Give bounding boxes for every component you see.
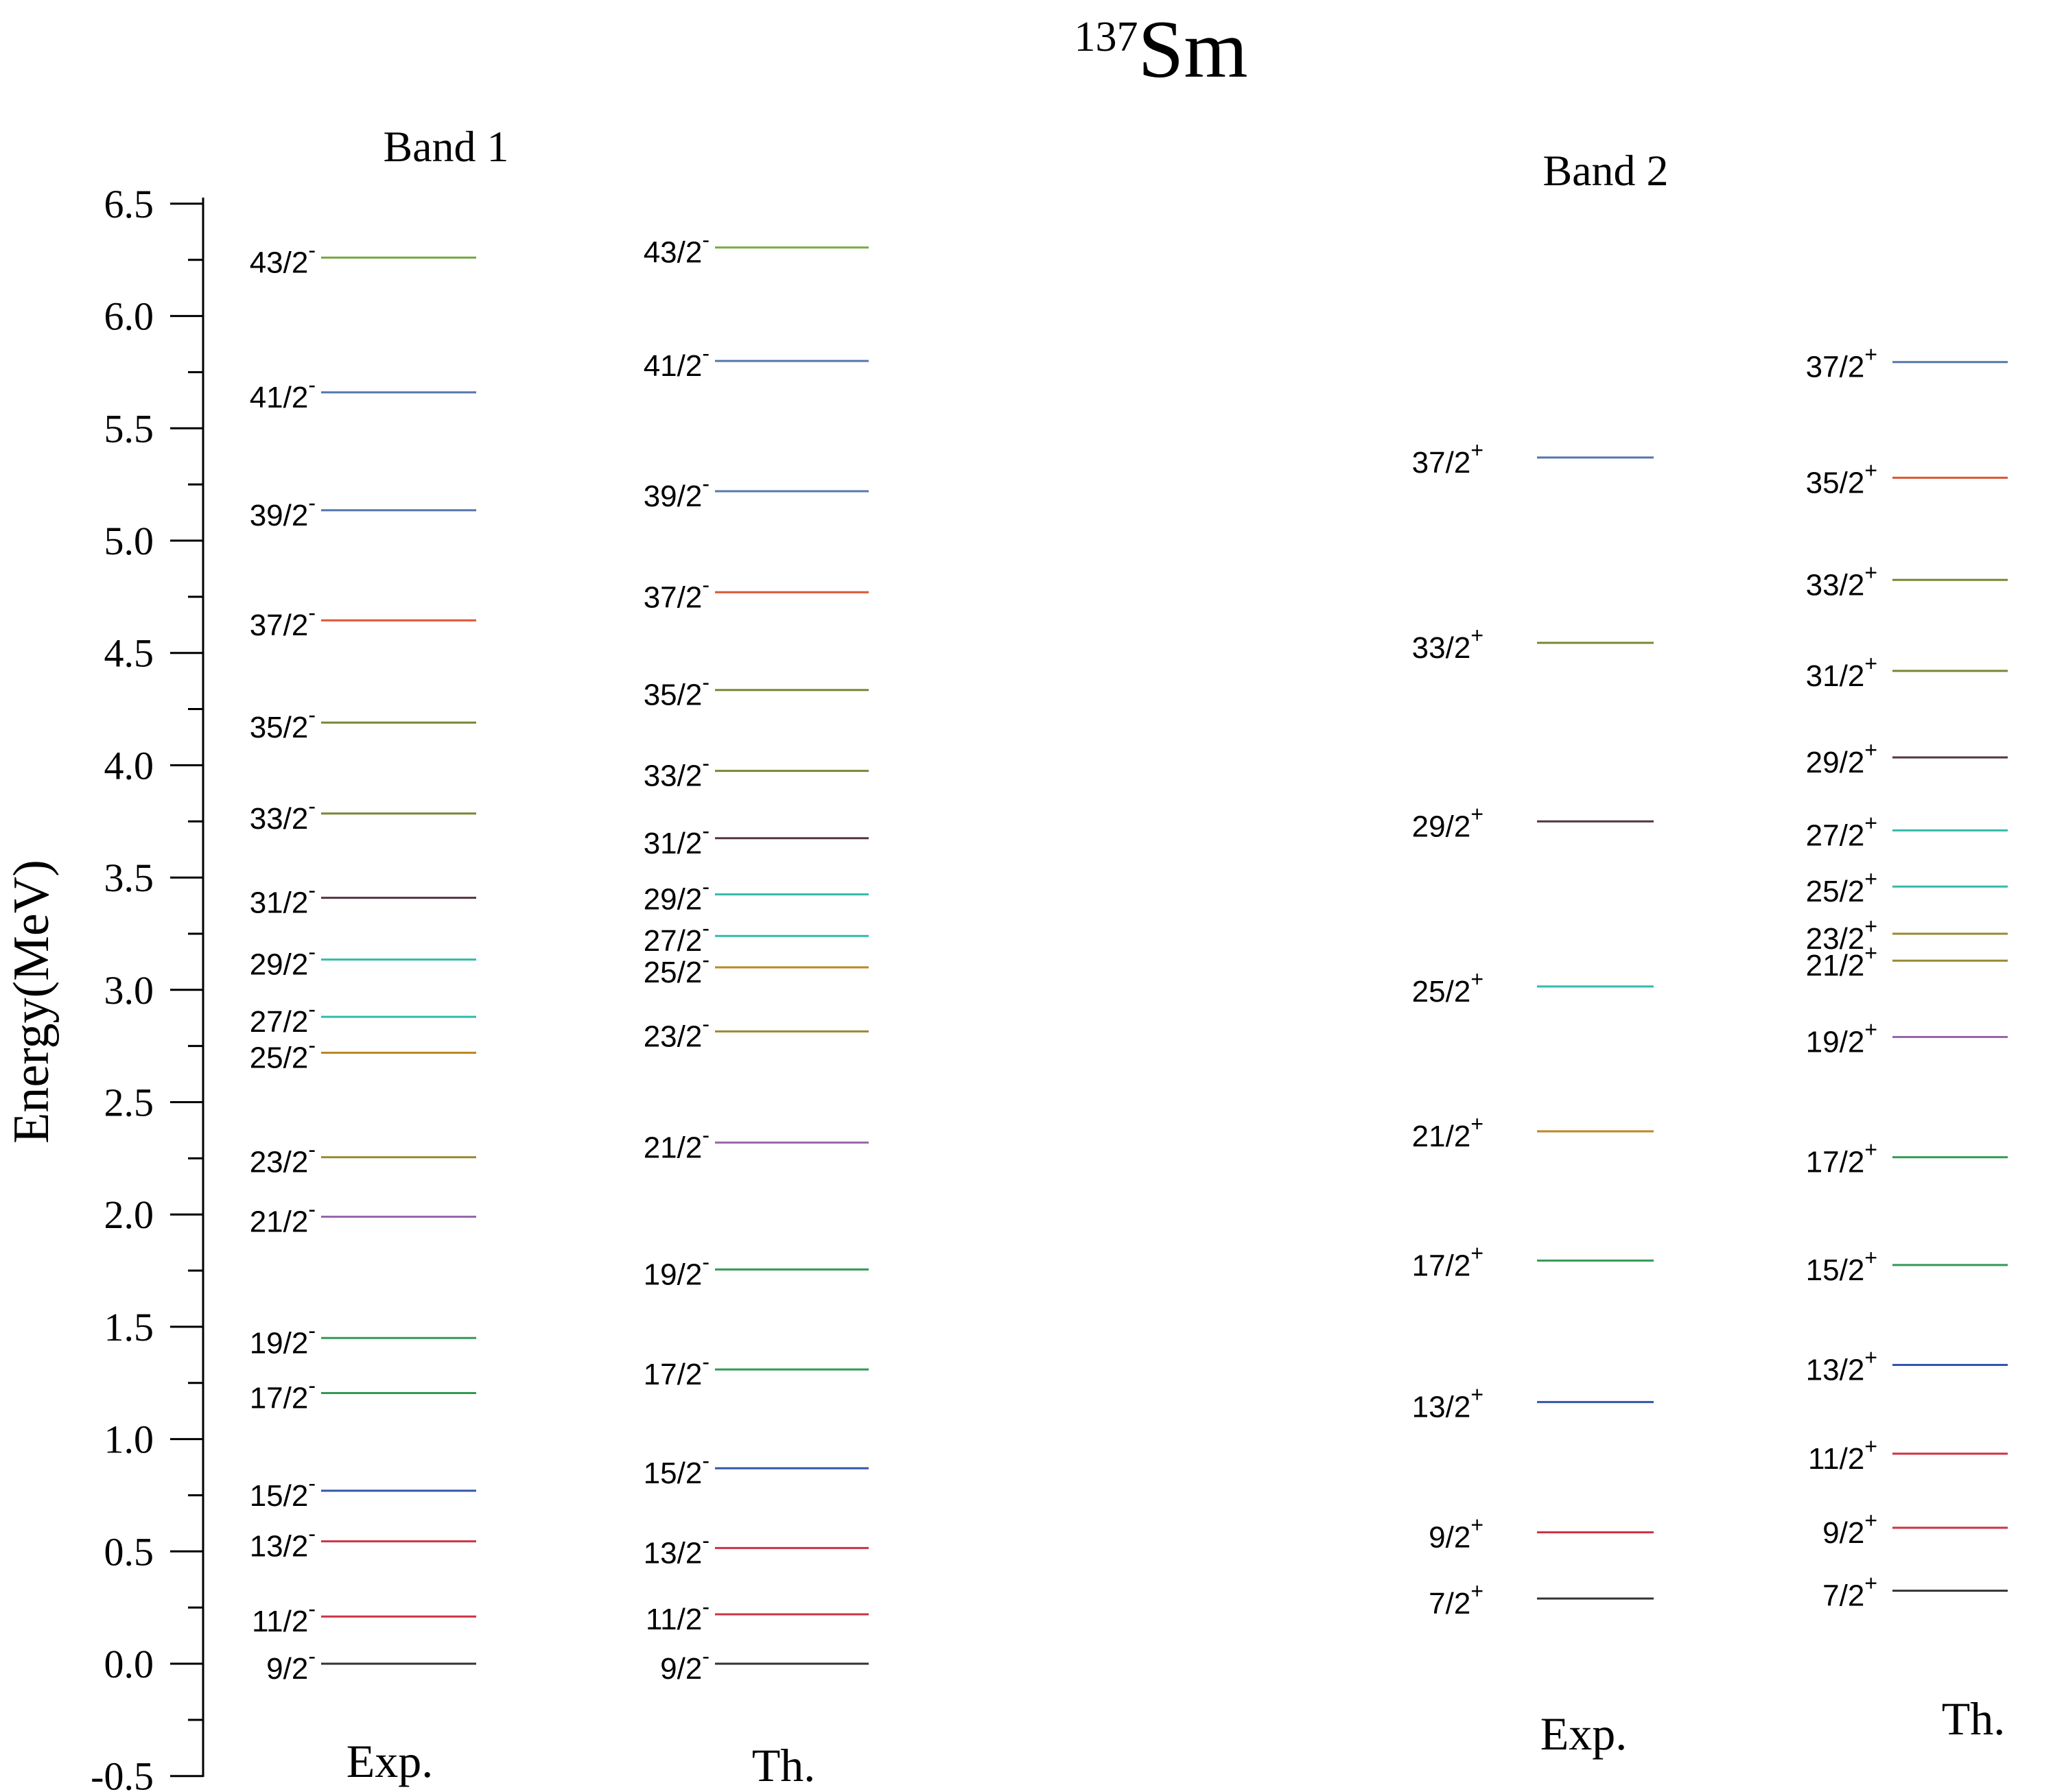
level-spin-label: 29/2+ [1412,801,1483,843]
level-spin-label: 27/2- [644,916,709,958]
level-spin-label: 33/2+ [1806,560,1877,602]
level-spin-label: 29/2- [644,875,709,917]
level-spin-label: 17/2+ [1806,1137,1877,1179]
title-element: Sm [1138,3,1247,95]
level-spin-label: 25/2- [250,1033,316,1074]
level-spin-label: 21/2- [250,1196,316,1238]
level-spin-label: 39/2- [250,491,316,532]
level-spin-label: 35/2- [644,670,709,712]
level-spin-label: 19/2- [644,1249,709,1291]
level-spin-label: 25/2- [644,947,709,989]
y-axis-ticks: -0.5 0.0 0.5 1.0 1.5 2.0 2.5 3.0 3.5 4.0 4.5 5.0 5.5… [91,182,203,1792]
levels-layer: 9/2- 11/2- 13/2- 15/2- 17/2- 19/2- 21/2- 23/2- 2… [250,228,2008,1686]
level-spin-label: 31/2- [250,878,316,920]
level-spin-label: 11/2- [646,1594,709,1636]
y-tick-label: 0.5 [104,1529,154,1574]
level-spin-label: 11/2+ [1808,1434,1877,1476]
level-spin-label: 7/2+ [1429,1579,1483,1620]
y-tick-label: 3.5 [104,856,154,900]
level-spin-label: 13/2+ [1412,1382,1483,1424]
level-spin-label: 23/2+ [1806,914,1877,956]
y-tick-label: 2.5 [104,1081,154,1125]
column-label-band1-exp: Exp. [347,1735,434,1787]
level-spin-label: 37/2+ [1806,342,1877,384]
level-spin-label: 37/2- [250,600,316,642]
level-spin-label: 29/2- [250,940,316,982]
level-spin-label: 13/2- [250,1522,316,1564]
level-spin-label: 43/2- [644,228,709,270]
level-spin-label: 33/2- [250,794,316,836]
level-spin-label: 9/2+ [1429,1512,1483,1554]
level-spin-label: 31/2+ [1806,651,1877,693]
level-spin-label: 15/2- [644,1448,709,1490]
y-tick-label: 6.5 [104,182,154,226]
column-label-band1-th: Th. [752,1739,816,1791]
level-spin-label: 33/2- [644,751,709,793]
level-spin-label: 9/2- [660,1644,709,1686]
y-tick-label: 4.5 [104,631,154,676]
level-spin-label: 13/2- [644,1528,709,1570]
band-2-label: Band 2 [1542,146,1668,195]
chart-title: 137Sm [1074,3,1247,95]
level-spin-label: 27/2- [250,997,316,1039]
level-spin-label: 37/2- [644,572,709,614]
level-spin-label: 39/2- [644,471,709,513]
y-tick-label: 2.0 [104,1192,154,1237]
column-label-band2-exp: Exp. [1540,1708,1628,1760]
level-spin-label: 23/2- [250,1137,316,1179]
level-spin-label: 13/2+ [1806,1345,1877,1387]
level-spin-label: 41/2- [250,373,316,414]
level-spin-label: 17/2+ [1412,1240,1483,1282]
level-spin-label: 15/2- [250,1471,316,1513]
level-spin-label: 23/2- [644,1011,709,1053]
level-spin-label: 7/2+ [1822,1571,1877,1613]
level-spin-label: 11/2- [252,1596,316,1638]
level-spin-label: 29/2+ [1806,738,1877,779]
level-spin-label: 21/2+ [1806,941,1877,982]
level-spin-label: 9/2- [266,1644,316,1686]
level-spin-label: 43/2- [250,237,316,279]
level-spin-label: 19/2+ [1806,1017,1877,1059]
level-spin-label: 27/2+ [1806,810,1877,852]
y-tick-label: 1.5 [104,1305,154,1349]
y-tick-label: 5.5 [104,406,154,451]
y-tick-label: 1.0 [104,1417,154,1462]
y-tick-label: 0.0 [104,1642,154,1686]
column-label-band2-th: Th. [1942,1693,2006,1745]
level-spin-label: 19/2- [250,1318,316,1360]
y-tick-label: 4.0 [104,743,154,788]
y-axis-label: Energy(MeV) [3,860,60,1144]
level-spin-label: 9/2+ [1822,1508,1877,1550]
level-spin-label: 15/2+ [1806,1245,1877,1287]
band-1-label: Band 1 [383,122,508,171]
level-spin-label: 21/2- [644,1122,709,1164]
level-spin-label: 25/2+ [1412,967,1483,1009]
level-spin-label: 35/2+ [1806,458,1877,499]
level-spin-label: 37/2+ [1412,438,1483,480]
level-spin-label: 31/2- [644,818,709,860]
y-tick-label: 3.0 [104,968,154,1013]
title-mass-number: 137 [1074,14,1138,60]
level-spin-label: 21/2+ [1412,1111,1483,1153]
level-spin-label: 41/2- [644,341,709,383]
level-spin-label: 35/2- [250,703,316,744]
level-spin-label: 17/2- [250,1373,316,1415]
y-tick-label: 5.0 [104,519,154,563]
y-tick-label: -0.5 [91,1754,154,1792]
level-spin-label: 25/2+ [1806,866,1877,908]
level-spin-label: 33/2+ [1412,623,1483,665]
y-tick-label: 6.0 [104,294,154,339]
level-spin-label: 17/2- [644,1349,709,1391]
